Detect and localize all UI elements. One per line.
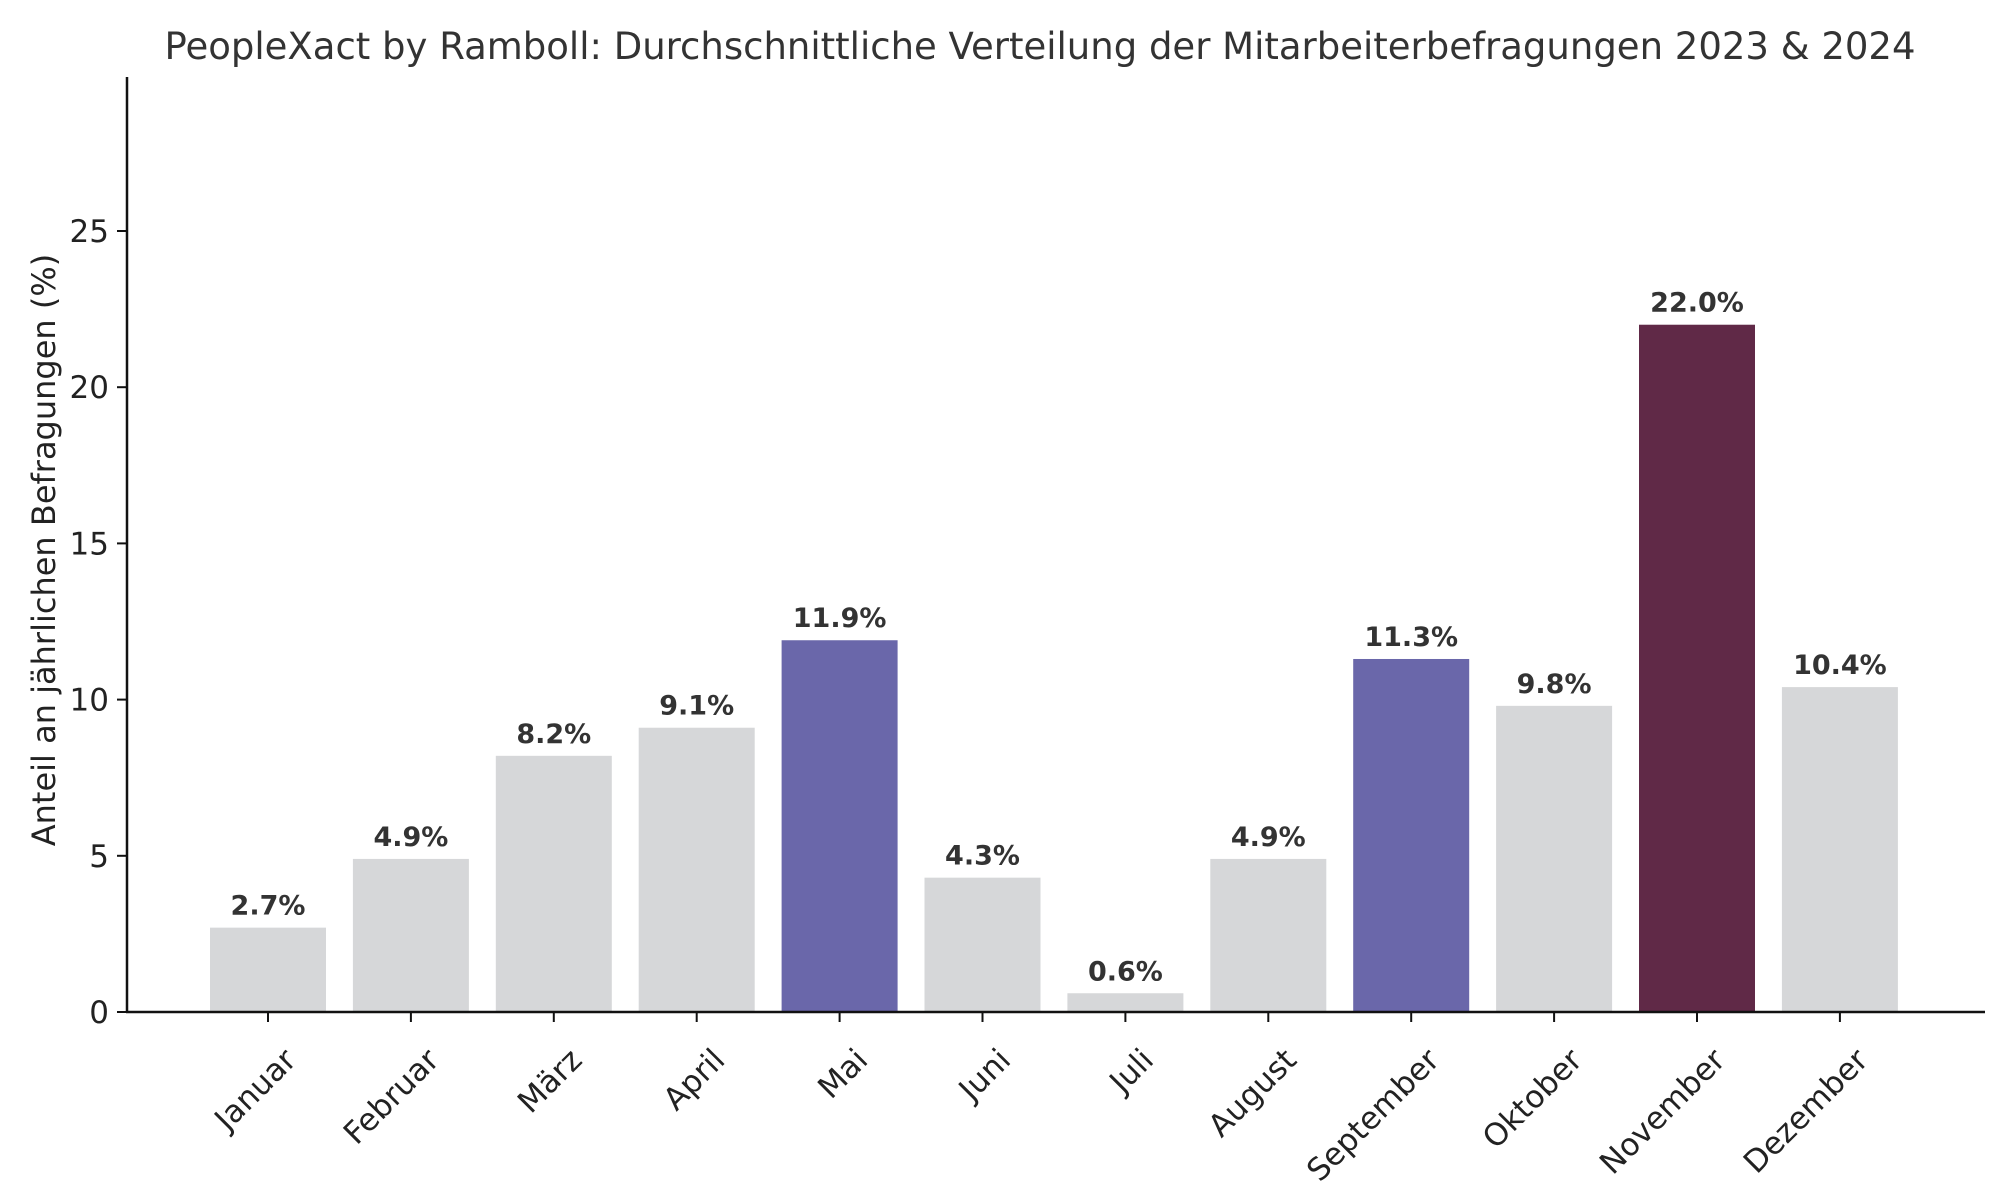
bar [1639, 324, 1755, 1013]
data-label: 9.1% [659, 691, 734, 722]
data-label: 4.3% [945, 841, 1020, 872]
bar [924, 877, 1041, 1012]
data-label: 10.4% [1793, 650, 1887, 681]
x-tick-label: März [511, 1042, 589, 1120]
y-axis-ticks: 0 5 10 15 20 25 [70, 214, 127, 1031]
data-label: 2.7% [231, 891, 306, 922]
bar [1210, 858, 1327, 1012]
y-tick-label: 25 [70, 214, 109, 250]
y-tick-label: 10 [70, 683, 109, 719]
bar [1353, 658, 1470, 1012]
y-tick-label: 0 [89, 995, 109, 1031]
data-label: 22.0% [1650, 288, 1744, 319]
data-label: 0.6% [1088, 956, 1163, 987]
x-tick-label: April [657, 1042, 733, 1118]
bar [210, 927, 326, 1012]
x-tick-label: Juli [1101, 1042, 1160, 1101]
data-labels: 2.7% 4.9% 8.2% 9.1% 11.9% 4.3% 0.6% 4.9% 11.3% 9.… [231, 288, 1887, 988]
x-tick-label: August [1202, 1042, 1304, 1144]
bars [210, 324, 1898, 1013]
y-tick-label: 15 [70, 526, 109, 562]
x-tick-label: November [1593, 1042, 1733, 1182]
x-tick-label: September [1300, 1042, 1447, 1189]
x-tick-label: Dezember [1737, 1042, 1876, 1181]
x-tick-label: Juni [951, 1042, 1018, 1109]
x-tick-label: Februar [337, 1042, 447, 1152]
data-label: 8.2% [516, 719, 591, 750]
x-tick-label: Januar [206, 1042, 303, 1139]
chart-title: PeopleXact by Ramboll: Durchschnittliche… [165, 25, 1916, 68]
x-tick-label: Mai [811, 1042, 875, 1106]
bar [1781, 687, 1898, 1012]
data-label: 4.9% [1231, 822, 1306, 853]
bar [781, 640, 898, 1012]
x-tick-label: Oktober [1476, 1042, 1590, 1156]
bar [1067, 993, 1184, 1012]
data-label: 4.9% [373, 822, 448, 853]
data-label: 11.9% [793, 603, 887, 634]
bar [638, 727, 755, 1012]
bar [1496, 705, 1613, 1012]
bar [495, 755, 612, 1012]
y-tick-label: 5 [89, 839, 109, 875]
data-label: 11.3% [1364, 622, 1458, 653]
data-label: 9.8% [1517, 669, 1592, 700]
y-axis-label: Anteil an jährlichen Befragungen (%) [25, 254, 63, 847]
x-axis-ticks: Januar Februar März April Mai Juni Juli AugustS… [206, 1012, 1876, 1189]
y-tick-label: 20 [70, 370, 109, 406]
bar [352, 858, 469, 1012]
